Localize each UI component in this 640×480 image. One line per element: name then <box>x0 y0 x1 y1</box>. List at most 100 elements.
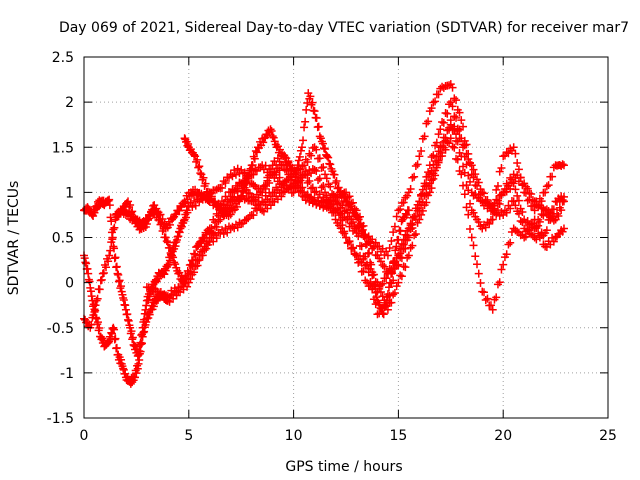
data-point <box>350 224 359 233</box>
data-point <box>527 189 536 198</box>
data-point <box>350 204 359 213</box>
data-point <box>226 197 235 206</box>
data-point <box>492 195 501 204</box>
data-point <box>376 303 385 312</box>
y-tick-label: 2.5 <box>52 50 74 66</box>
data-point <box>303 157 312 166</box>
data-point <box>249 211 258 220</box>
data-point <box>308 183 317 192</box>
data-point <box>357 242 366 251</box>
data-point <box>293 161 302 170</box>
data-point <box>104 257 113 266</box>
data-point <box>90 305 99 314</box>
data-point <box>509 197 518 206</box>
data-point <box>194 163 203 172</box>
x-tick-label: 0 <box>80 428 89 444</box>
data-point <box>396 205 405 214</box>
data-point <box>265 179 274 188</box>
data-point <box>507 178 516 187</box>
data-point <box>467 233 476 242</box>
chart-title: Day 069 of 2021, Sidereal Day-to-day VTE… <box>59 20 629 36</box>
data-point <box>331 215 340 224</box>
data-point <box>212 234 221 243</box>
data-point <box>539 211 548 220</box>
data-point <box>160 290 169 299</box>
data-point <box>343 215 352 224</box>
data-point <box>511 185 520 194</box>
data-point <box>127 208 136 217</box>
data-point <box>291 184 300 193</box>
data-point <box>301 170 310 179</box>
data-point <box>528 201 537 210</box>
data-point <box>513 227 522 236</box>
data-point <box>303 178 312 187</box>
data-point <box>265 164 274 173</box>
x-axis-label: GPS time / hours <box>285 459 402 475</box>
data-point <box>557 206 566 215</box>
data-point <box>307 151 316 160</box>
data-point <box>224 173 233 182</box>
data-point <box>396 244 405 253</box>
data-point <box>390 258 399 267</box>
data-point <box>300 123 309 132</box>
data-point <box>268 132 277 141</box>
data-point <box>513 159 522 168</box>
data-point <box>509 179 518 188</box>
data-point <box>481 295 490 304</box>
data-point <box>532 224 541 233</box>
data-point <box>411 162 420 171</box>
data-point <box>443 109 452 118</box>
data-point <box>191 201 200 210</box>
data-point <box>401 263 410 272</box>
data-point <box>302 105 311 114</box>
data-point <box>438 117 447 126</box>
data-point <box>436 143 445 152</box>
data-point <box>345 192 354 201</box>
data-point <box>91 301 100 310</box>
data-point <box>284 157 293 166</box>
data-point <box>322 174 331 183</box>
y-tick-label: 1.5 <box>52 140 74 156</box>
data-point <box>488 305 497 314</box>
data-point <box>408 241 417 250</box>
data-point <box>420 191 429 200</box>
data-point <box>99 269 108 278</box>
data-point <box>132 369 141 378</box>
data-point <box>474 178 483 187</box>
data-point <box>324 153 333 162</box>
data-point <box>297 143 306 152</box>
data-point <box>347 219 356 228</box>
data-point <box>478 188 487 197</box>
data-point <box>110 223 119 232</box>
data-point <box>312 167 321 176</box>
data-point <box>381 301 390 310</box>
data-point <box>516 173 525 182</box>
data-point <box>136 347 145 356</box>
data-point <box>258 206 267 215</box>
data-point <box>292 166 301 175</box>
data-point <box>551 215 560 224</box>
data-point <box>223 195 232 204</box>
data-point <box>506 204 515 213</box>
data-point <box>217 183 226 192</box>
data-point <box>106 246 115 255</box>
data-point <box>389 228 398 237</box>
data-point <box>235 218 244 227</box>
x-tick-label: 10 <box>285 428 303 444</box>
data-point <box>315 154 324 163</box>
data-point <box>331 178 340 187</box>
data-point <box>462 181 471 190</box>
data-point <box>182 213 191 222</box>
data-point <box>466 225 475 234</box>
data-point <box>445 123 454 132</box>
data-point <box>422 181 431 190</box>
data-point <box>359 221 368 230</box>
data-point <box>112 262 121 271</box>
data-point <box>209 201 218 210</box>
data-point <box>369 243 378 252</box>
data-point <box>514 196 523 205</box>
data-point <box>142 219 151 228</box>
data-point <box>190 150 199 159</box>
data-point <box>250 154 259 163</box>
data-point <box>438 148 447 157</box>
